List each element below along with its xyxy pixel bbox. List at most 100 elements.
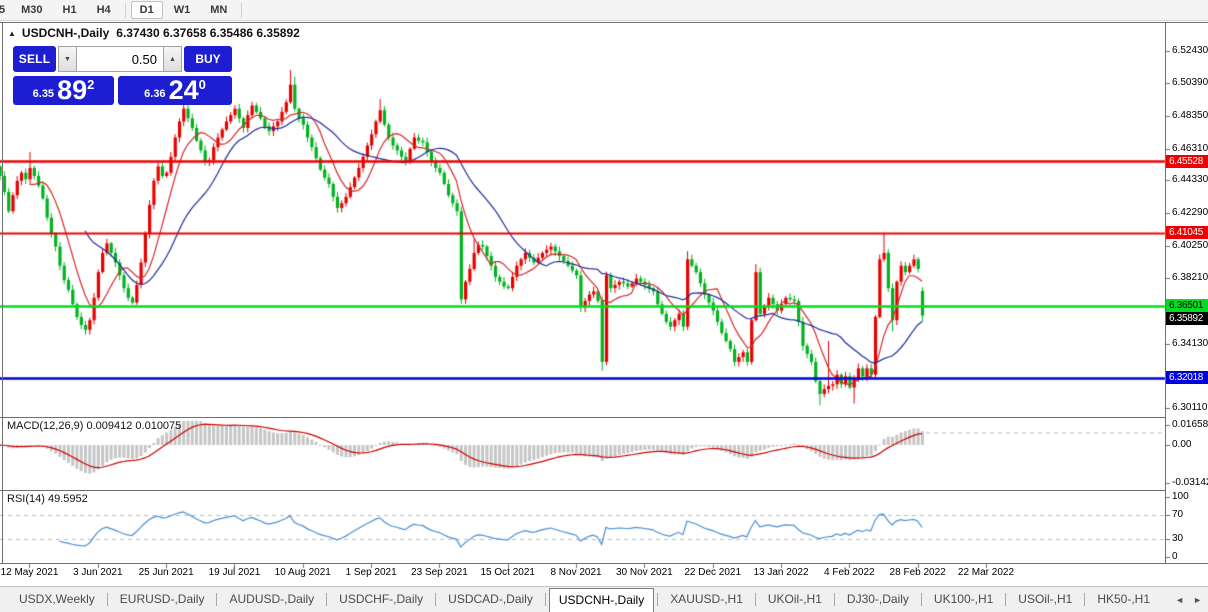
buy-price-prefix: 6.36 — [144, 88, 166, 100]
timeframe-toolbar: 5 M30 H1 H4 D1 W1 MN — [0, 0, 1208, 21]
buy-price-display[interactable]: 6.36 24 0 — [118, 76, 232, 105]
tab-separator — [920, 593, 922, 606]
date-tick-label: 10 Aug 2021 — [274, 567, 331, 578]
chart-ohlc-values: 6.37430 6.37658 6.35486 6.35892 — [116, 26, 300, 40]
chart-title: ▲ USDCNH-,Daily 6.37430 6.37658 6.35486 … — [8, 26, 300, 40]
price-tick-label: 6.48350 — [1172, 109, 1208, 121]
date-tick-label: 15 Oct 2021 — [480, 567, 535, 578]
rsi-panel-divider[interactable] — [0, 490, 1166, 491]
toolbar-separator — [124, 2, 126, 18]
chart-tab-bar: USDX,Weekly EURUSD-,Daily AUDUSD-,Daily USD… — [0, 586, 1208, 612]
timeframe-button-mn[interactable]: MN — [210, 4, 228, 16]
tab-separator — [216, 593, 218, 606]
tab-separator — [833, 593, 835, 606]
date-tick-label: 12 May 2021 — [0, 567, 59, 578]
tab-scroll-right-icon[interactable]: ► — [1193, 595, 1202, 605]
buy-button[interactable]: BUY — [184, 46, 232, 72]
macd-panel-divider[interactable] — [0, 417, 1166, 418]
volume-input[interactable] — [77, 46, 163, 72]
buy-price-big: 24 — [168, 75, 199, 105]
price-tick-label: 6.30110 — [1172, 402, 1208, 414]
price-tick-label: 6.40250 — [1172, 239, 1208, 251]
price-marker-6.45528: 6.45528 — [1166, 154, 1208, 168]
tab-scroll-left-icon[interactable]: ◄ — [1175, 595, 1185, 605]
price-marker-6.41045: 6.41045 — [1166, 226, 1208, 240]
date-tick-label: 22 Dec 2021 — [684, 567, 742, 578]
rsi-axis-label: 0 — [1172, 551, 1178, 562]
timeframe-button-w1[interactable]: W1 — [173, 4, 191, 16]
price-tick-label: 6.38210 — [1172, 272, 1208, 284]
timeframe-button-h1[interactable]: H1 — [62, 4, 77, 16]
rsi-axis-label: 70 — [1172, 509, 1184, 520]
price-marker-6.36501: 6.36501 — [1166, 299, 1208, 313]
chart-tab-dj30-daily[interactable]: DJ30-,Daily — [846, 592, 909, 606]
tab-scroll-nav: ◄ ► — [1175, 595, 1202, 605]
sell-price-display[interactable]: 6.35 89 2 — [13, 76, 114, 105]
price-tick-label: 6.44330 — [1172, 174, 1208, 186]
tab-separator — [544, 593, 546, 606]
timeframe-button-5[interactable]: 5 — [0, 4, 6, 16]
chart-tab-ukoil-h1[interactable]: UKOil-,H1 — [767, 592, 822, 606]
sell-price-pip: 2 — [87, 77, 95, 92]
date-tick-label: 3 Jun 2021 — [73, 567, 123, 578]
spinner-down-icon: ▼ — [64, 55, 71, 63]
rsi-label: RSI(14) 49.5952 — [7, 493, 88, 505]
price-marker-6.32018: 6.32018 — [1166, 371, 1208, 385]
price-tick-label: 6.42290 — [1172, 207, 1208, 218]
date-axis-line — [0, 563, 1208, 564]
chart-tab-audusd-daily[interactable]: AUDUSD-,Daily — [229, 592, 315, 606]
tab-separator — [657, 593, 659, 606]
timeframe-button-m30[interactable]: M30 — [21, 4, 43, 16]
chart-window-left-border — [2, 22, 3, 563]
price-axis-line — [1165, 22, 1166, 563]
chart-window-top-border — [0, 22, 1208, 23]
rsi-axis-label: 30 — [1172, 533, 1184, 544]
timeframe-button-d1[interactable]: D1 — [130, 1, 163, 19]
tab-separator — [1005, 593, 1007, 606]
collapse-panel-icon[interactable]: ▲ — [8, 28, 16, 38]
chart-tab-usdcad-daily[interactable]: USDCAD-,Daily — [448, 592, 533, 606]
price-marker-6.35892: 6.35892 — [1166, 312, 1208, 326]
tab-separator — [106, 593, 108, 606]
sell-button[interactable]: SELL — [13, 46, 56, 72]
timeframe-button-h4[interactable]: H4 — [96, 4, 111, 16]
date-tick-label: 25 Jun 2021 — [138, 567, 194, 578]
date-tick-label: 1 Sep 2021 — [345, 567, 397, 578]
macd-label: MACD(12,26,9) 0.009412 0.010075 — [7, 420, 182, 432]
sell-price-big: 89 — [57, 75, 88, 105]
chart-tab-xauusd-h1[interactable]: XAUUSD-,H1 — [670, 592, 743, 606]
spinner-up-icon: ▲ — [169, 55, 176, 63]
date-tick-label: 28 Feb 2022 — [889, 567, 946, 578]
volume-decrease-button[interactable]: ▼ — [58, 46, 77, 72]
macd-axis-label: 0.016586 — [1172, 419, 1208, 430]
price-tick-label: 6.50390 — [1172, 77, 1208, 89]
price-tick-label: 6.34130 — [1172, 337, 1208, 349]
date-tick-label: 13 Jan 2022 — [753, 567, 809, 578]
chart-tab-usdchf-daily[interactable]: USDCHF-,Daily — [339, 592, 424, 606]
toolbar-separator — [241, 2, 243, 18]
tab-separator — [435, 593, 437, 606]
one-click-trade-panel: SELL ▼ ▲ BUY 6.35 89 2 6.36 24 0 — [13, 43, 232, 105]
chart-tab-hk50-h1[interactable]: HK50-,H1 — [1097, 592, 1150, 606]
chart-tab-usdcnh-daily[interactable]: USDCNH-,Daily — [548, 588, 655, 612]
date-tick-label: 30 Nov 2021 — [616, 567, 673, 578]
macd-axis-label: 0.00 — [1172, 439, 1192, 451]
chart-tab-eurusd-daily[interactable]: EURUSD-,Daily — [119, 592, 205, 606]
chart-tab-usoil-h1[interactable]: USOil-,H1 — [1018, 592, 1073, 606]
chart-symbol-period: USDCNH-,Daily — [21, 26, 110, 40]
macd-axis-label: -0.031421 — [1172, 477, 1208, 488]
tab-separator — [1084, 593, 1086, 606]
buy-price-pip: 0 — [198, 77, 206, 92]
sell-price-prefix: 6.35 — [32, 88, 55, 100]
volume-increase-button[interactable]: ▲ — [163, 46, 182, 72]
tab-separator — [326, 593, 328, 606]
tab-separator — [754, 593, 756, 606]
date-tick-label: 19 Jul 2021 — [208, 567, 261, 578]
chart-tab-usdx-weekly[interactable]: USDX,Weekly — [19, 592, 95, 606]
date-tick-label: 23 Sep 2021 — [411, 567, 468, 578]
date-tick-label: 22 Mar 2022 — [957, 567, 1015, 578]
price-tick-label: 6.46310 — [1172, 142, 1208, 154]
chart-tab-uk100-h1[interactable]: UK100-,H1 — [933, 592, 994, 606]
price-tick-label: 6.52430 — [1172, 44, 1208, 56]
